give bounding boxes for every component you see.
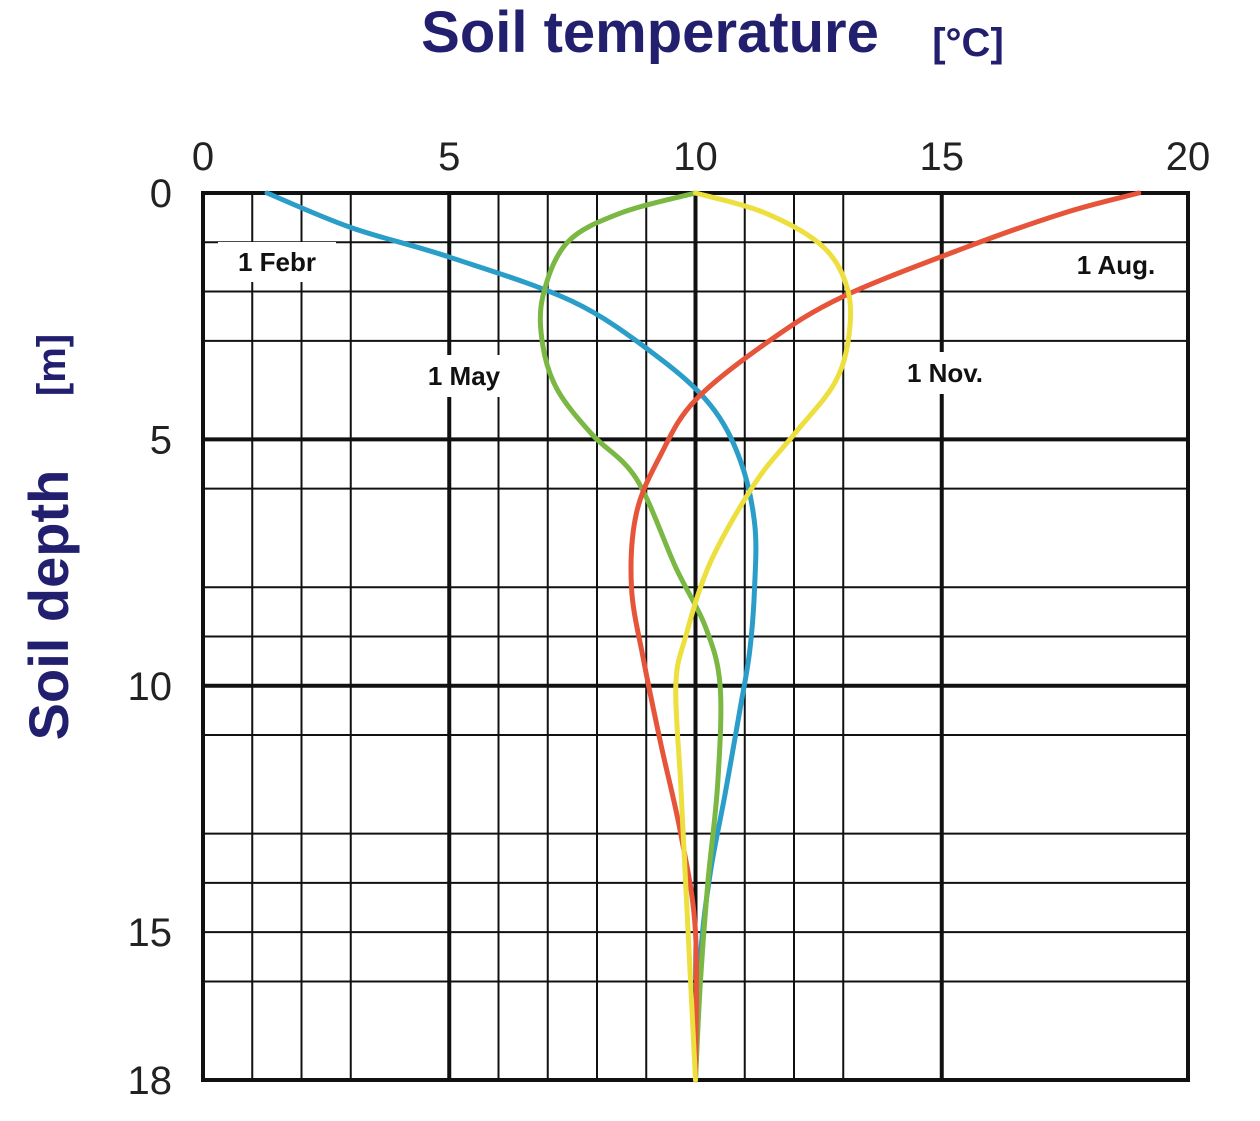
series-line-1-may xyxy=(537,190,724,1083)
y-tick-label: 18 xyxy=(128,1059,173,1103)
callout-background xyxy=(218,242,336,282)
y-axis-label: Soil depth xyxy=(17,470,80,741)
y-tick-label: 15 xyxy=(128,911,173,955)
x-tick-label: 5 xyxy=(438,135,460,179)
y-tick-label: 5 xyxy=(150,418,172,462)
callout-background xyxy=(880,352,1010,394)
y-tick-label: 0 xyxy=(150,172,172,216)
series-callout-label: 1 Febr xyxy=(238,247,316,277)
x-tick-label: 10 xyxy=(673,135,718,179)
x-tick-label: 0 xyxy=(192,135,214,179)
series xyxy=(264,190,1142,1083)
series-line-1-nov xyxy=(673,190,854,1083)
y-axis-unit: [m] xyxy=(30,334,74,396)
series-callout-label: 1 Aug. xyxy=(1077,250,1155,280)
chart-title: Soil temperature xyxy=(421,0,879,65)
tick-labels: 0 5 10 15 20 0 5 10 15 18 xyxy=(128,135,1211,1103)
chart-title-unit: [°C] xyxy=(932,21,1004,65)
series-callouts: 1 Febr 1 May 1 Aug. 1 Nov. xyxy=(218,242,1182,397)
series-callout-label: 1 Nov. xyxy=(907,358,983,388)
callout-background xyxy=(1050,245,1182,285)
y-tick-label: 10 xyxy=(128,665,173,709)
x-tick-label: 20 xyxy=(1166,135,1211,179)
x-tick-label: 15 xyxy=(920,135,965,179)
callout-background xyxy=(400,355,528,397)
grid xyxy=(201,191,1190,1082)
series-callout-label: 1 May xyxy=(428,361,501,391)
